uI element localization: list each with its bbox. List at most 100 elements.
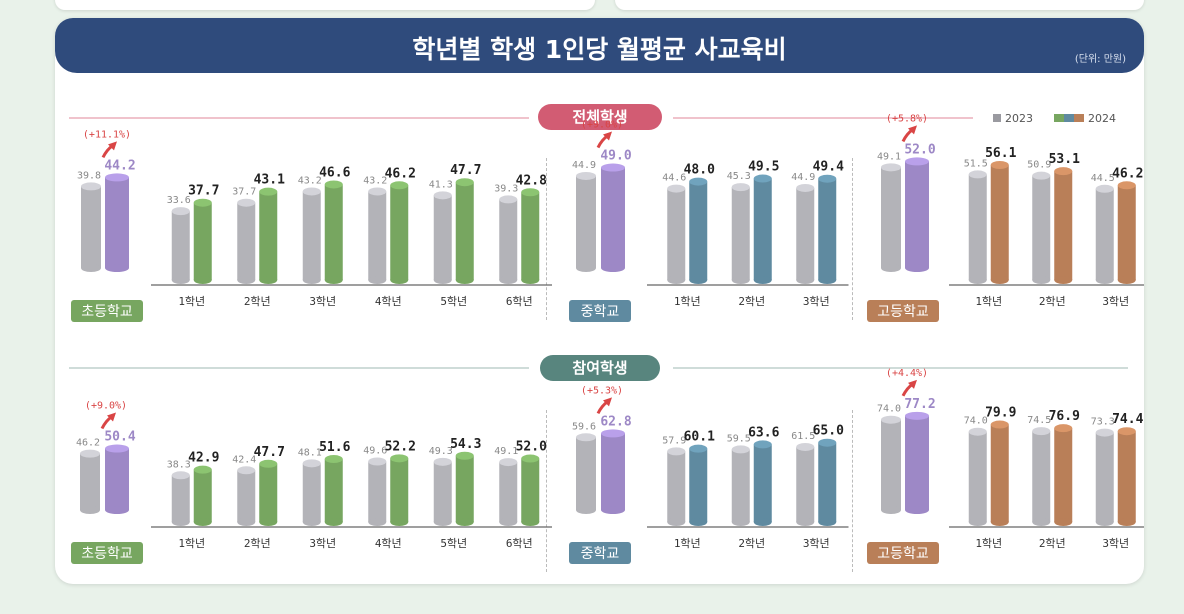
bar-2023-base xyxy=(1032,518,1051,526)
category-label: 2학년 xyxy=(1039,295,1066,308)
bar-2023-top xyxy=(499,458,518,467)
section-label: 전체학생 xyxy=(572,108,628,126)
category-label: 1학년 xyxy=(674,537,701,550)
bar-2023-base xyxy=(302,518,321,526)
bar-2024 xyxy=(390,185,409,280)
bar-2024-top xyxy=(193,198,212,207)
summary-bar-2023-top xyxy=(576,433,596,442)
value-label-2023: 49.1 xyxy=(494,446,518,457)
bar-2023 xyxy=(368,461,387,522)
bar-2024 xyxy=(390,458,409,522)
value-label-2023: 48.1 xyxy=(298,447,322,458)
bar-2023 xyxy=(968,431,987,522)
summary-bar-2023-base xyxy=(576,506,596,514)
bar-2023-top xyxy=(968,427,987,436)
group-label-pill xyxy=(867,300,939,322)
bar-2023-top xyxy=(171,207,190,216)
summary-bar-2024-base xyxy=(601,506,625,514)
value-label-2023: 43.2 xyxy=(363,175,387,186)
bar-2023-base xyxy=(1095,276,1114,284)
category-label: 1학년 xyxy=(674,295,701,308)
legend-label-2024: 2024 xyxy=(1088,111,1116,125)
value-label-2024: 79.9 xyxy=(985,406,1016,421)
bar-2024 xyxy=(1054,171,1073,280)
bar-2023-base xyxy=(796,518,815,526)
bar-2023-top xyxy=(499,195,518,204)
section-pill-all-students: 전체학생 xyxy=(538,104,662,130)
bar-2024-top xyxy=(990,420,1009,429)
summary-value-2023: 74.0 xyxy=(877,404,901,415)
bar-2024-base xyxy=(1054,518,1073,526)
bar-2024-top xyxy=(259,187,278,196)
summary-bar-2024 xyxy=(105,448,129,510)
change-arrow-head xyxy=(107,412,116,422)
summary-bar-2023-top xyxy=(881,415,901,424)
category-label: 2학년 xyxy=(244,295,271,308)
bar-2023-base xyxy=(731,518,750,526)
legend-label-2023: 2023 xyxy=(1005,111,1033,125)
bar-2023-top xyxy=(1095,428,1114,437)
bar-2023-top xyxy=(237,198,256,207)
group-label: 초등학교 xyxy=(81,304,133,320)
title-banner: 학년별 학생 1인당 월평균 사교육비 (단위: 만원) xyxy=(55,18,1144,73)
summary-value-2023: 44.9 xyxy=(572,160,596,171)
bar-2023-base xyxy=(171,518,190,526)
bar-2024-base xyxy=(193,518,212,526)
group-label: 고등학교 xyxy=(877,304,929,320)
bar-2023-top xyxy=(433,191,452,200)
bar-2024-base xyxy=(324,276,343,284)
value-label-2024: 42.8 xyxy=(516,173,547,188)
summary-bar-2023-top xyxy=(80,449,100,458)
bar-2023 xyxy=(796,187,815,280)
section-divider xyxy=(69,117,529,119)
bar-2023 xyxy=(667,451,686,522)
value-label-2024: 46.6 xyxy=(319,165,350,180)
bar-2024 xyxy=(521,458,540,522)
change-arrow-head xyxy=(603,131,612,141)
legend-swatch-2023 xyxy=(993,114,1001,122)
value-label-2023: 51.5 xyxy=(964,158,988,169)
summary-bar-2023-base xyxy=(881,264,901,272)
bar-2024-base xyxy=(259,276,278,284)
summary-value-2024: 77.2 xyxy=(904,397,935,412)
bar-2023-top xyxy=(667,184,686,193)
bar-2024-base xyxy=(455,276,474,284)
bar-2024-base xyxy=(259,518,278,526)
bar-2023-base xyxy=(433,276,452,284)
value-label-2023: 45.3 xyxy=(727,171,751,182)
chart-title: 학년별 학생 1인당 월평균 사교육비 xyxy=(412,35,787,64)
bar-2024-base xyxy=(521,518,540,526)
bar-2024-top xyxy=(818,438,837,447)
summary-value-2023: 59.6 xyxy=(572,421,596,432)
section-divider xyxy=(673,367,1128,369)
bar-2023 xyxy=(667,188,686,280)
value-label-2023: 41.3 xyxy=(429,179,453,190)
bar-2023 xyxy=(433,461,452,522)
bar-2024-top xyxy=(193,465,212,474)
value-label-2023: 44.9 xyxy=(791,172,815,183)
value-label-2024: 65.0 xyxy=(813,424,844,439)
value-label-2023: 44.6 xyxy=(662,173,686,184)
bar-2024 xyxy=(1117,185,1136,280)
value-label-2023: 61.5 xyxy=(791,431,815,442)
bar-2024-top xyxy=(324,180,343,189)
bar-2023-base xyxy=(302,276,321,284)
bar-2023-top xyxy=(368,457,387,466)
summary-bar-2023 xyxy=(80,453,100,510)
bar-2023 xyxy=(237,202,256,280)
bar-2023 xyxy=(731,449,750,522)
summary-bar-2024-top xyxy=(105,173,129,182)
bar-2024 xyxy=(990,424,1009,522)
summary-bar-2023 xyxy=(81,186,101,268)
bar-2023-base xyxy=(499,276,518,284)
bar-2023-top xyxy=(667,447,686,456)
summary-bar-2023-base xyxy=(81,264,101,272)
bar-2024-top xyxy=(818,174,837,183)
summary-bar-2024-base xyxy=(905,506,929,514)
chart-card: 학년별 학생 1인당 월평균 사교육비 (단위: 만원) 전체학생 2023 2… xyxy=(55,18,1144,584)
previous-panel-edge xyxy=(615,0,1144,10)
bar-2024 xyxy=(521,192,540,280)
value-label-2024: 49.5 xyxy=(748,160,779,175)
value-label-2023: 44.5 xyxy=(1091,173,1115,184)
value-label-2023: 49.6 xyxy=(363,445,387,456)
